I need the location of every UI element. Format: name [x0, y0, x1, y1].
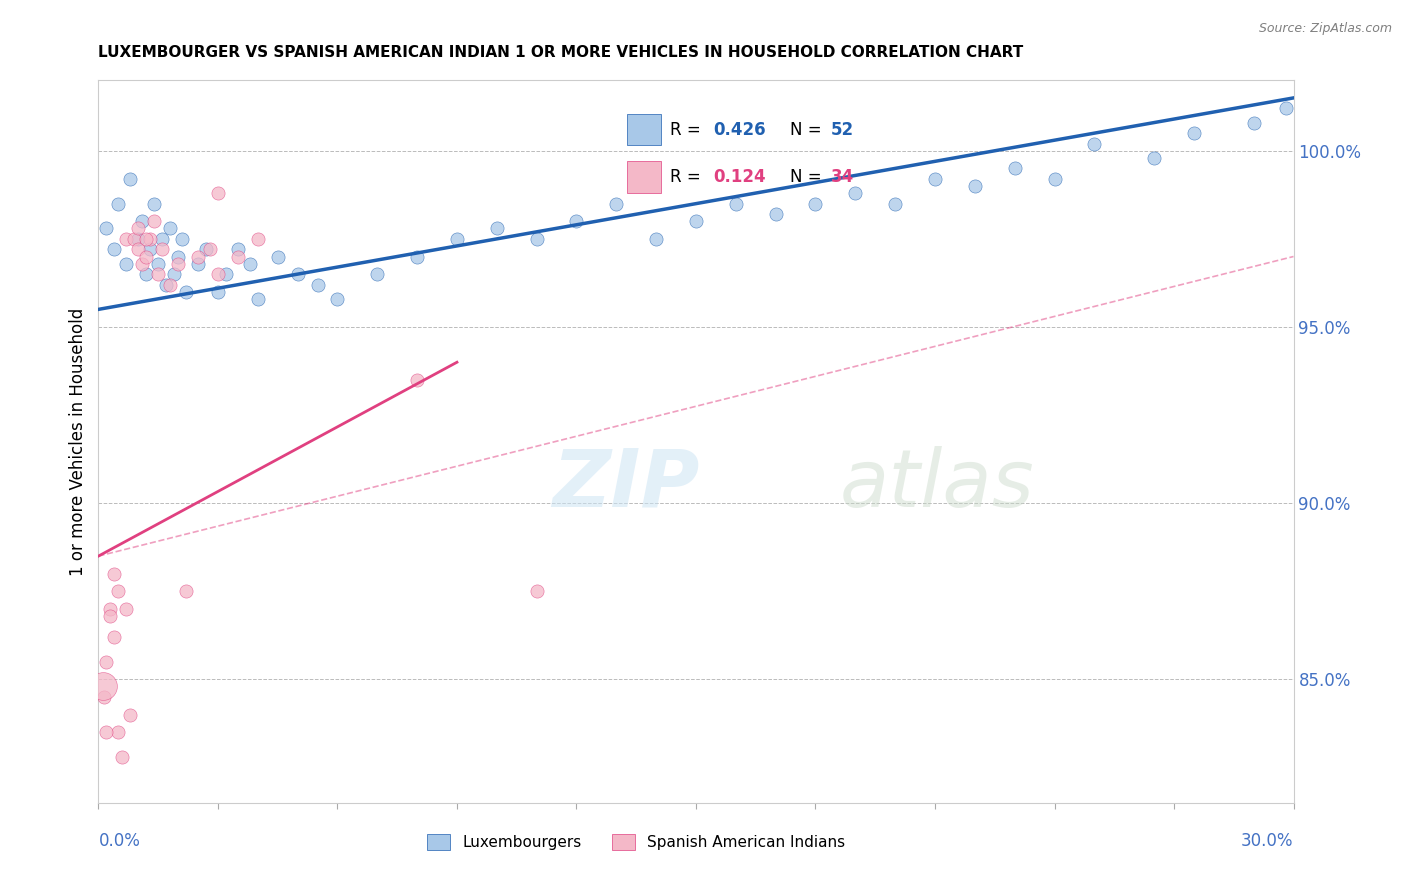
Point	[120, 172, 142, 186]
Point	[135, 267, 157, 281]
Point	[239, 256, 262, 270]
Point	[124, 232, 146, 246]
Point	[226, 250, 249, 264]
Point	[1243, 115, 1265, 129]
Point	[167, 256, 190, 270]
Point	[174, 285, 197, 299]
Point	[115, 602, 138, 616]
Point	[127, 232, 149, 246]
Point	[115, 256, 138, 270]
Point	[804, 196, 827, 211]
Point	[246, 232, 269, 246]
Point	[215, 267, 238, 281]
Point	[135, 250, 157, 264]
Point	[96, 725, 118, 739]
Legend: Luxembourgers, Spanish American Indians: Luxembourgers, Spanish American Indians	[420, 829, 852, 856]
Point	[267, 250, 290, 264]
Point	[143, 214, 166, 228]
Point	[148, 256, 170, 270]
Point	[96, 655, 118, 669]
Point	[174, 584, 197, 599]
Point	[406, 373, 429, 387]
Point	[195, 243, 218, 257]
Point	[107, 196, 129, 211]
Point	[115, 232, 138, 246]
Point	[103, 243, 125, 257]
Point	[107, 725, 129, 739]
Point	[150, 232, 173, 246]
Point	[207, 267, 229, 281]
Point	[1043, 172, 1066, 186]
Text: Source: ZipAtlas.com: Source: ZipAtlas.com	[1258, 22, 1392, 36]
Point	[159, 277, 181, 292]
Text: atlas: atlas	[839, 446, 1035, 524]
Point	[131, 256, 153, 270]
Text: 30.0%: 30.0%	[1241, 831, 1294, 850]
Point	[685, 214, 707, 228]
Point	[246, 292, 269, 306]
Point	[172, 232, 194, 246]
Point	[98, 609, 122, 624]
Point	[1083, 136, 1105, 151]
Point	[724, 196, 747, 211]
Point	[406, 250, 429, 264]
Point	[143, 196, 166, 211]
Point	[307, 277, 329, 292]
Point	[207, 285, 229, 299]
Point	[565, 214, 588, 228]
Point	[1143, 151, 1166, 165]
Point	[150, 243, 173, 257]
Point	[139, 232, 162, 246]
Point	[96, 221, 118, 235]
Point	[884, 196, 907, 211]
Point	[187, 256, 209, 270]
Point	[526, 232, 548, 246]
Point	[155, 277, 177, 292]
Point	[485, 221, 508, 235]
Point	[765, 207, 787, 221]
Point	[605, 196, 627, 211]
Point	[326, 292, 349, 306]
Y-axis label: 1 or more Vehicles in Household: 1 or more Vehicles in Household	[69, 308, 87, 575]
Point	[366, 267, 388, 281]
Point	[198, 243, 221, 257]
Point	[148, 267, 170, 281]
Text: ZIP: ZIP	[553, 446, 700, 524]
Point	[963, 179, 986, 194]
Point	[226, 243, 249, 257]
Point	[1274, 102, 1296, 116]
Point	[645, 232, 668, 246]
Point	[103, 566, 125, 581]
Point	[1182, 126, 1205, 140]
Point	[98, 602, 122, 616]
Point	[287, 267, 309, 281]
Point	[924, 172, 946, 186]
Point	[93, 690, 115, 704]
Point	[187, 250, 209, 264]
Point	[163, 267, 186, 281]
Point	[844, 186, 866, 200]
Point	[1004, 161, 1026, 176]
Point	[111, 750, 134, 764]
Point	[159, 221, 181, 235]
Point	[526, 584, 548, 599]
Point	[127, 243, 149, 257]
Point	[91, 680, 114, 694]
Text: LUXEMBOURGER VS SPANISH AMERICAN INDIAN 1 OR MORE VEHICLES IN HOUSEHOLD CORRELAT: LUXEMBOURGER VS SPANISH AMERICAN INDIAN …	[98, 45, 1024, 60]
Text: 0.0%: 0.0%	[98, 831, 141, 850]
Point	[446, 232, 468, 246]
Point	[131, 214, 153, 228]
Point	[127, 221, 149, 235]
Point	[135, 232, 157, 246]
Point	[103, 630, 125, 644]
Point	[139, 243, 162, 257]
Point	[207, 186, 229, 200]
Point	[120, 707, 142, 722]
Point	[167, 250, 190, 264]
Point	[107, 584, 129, 599]
